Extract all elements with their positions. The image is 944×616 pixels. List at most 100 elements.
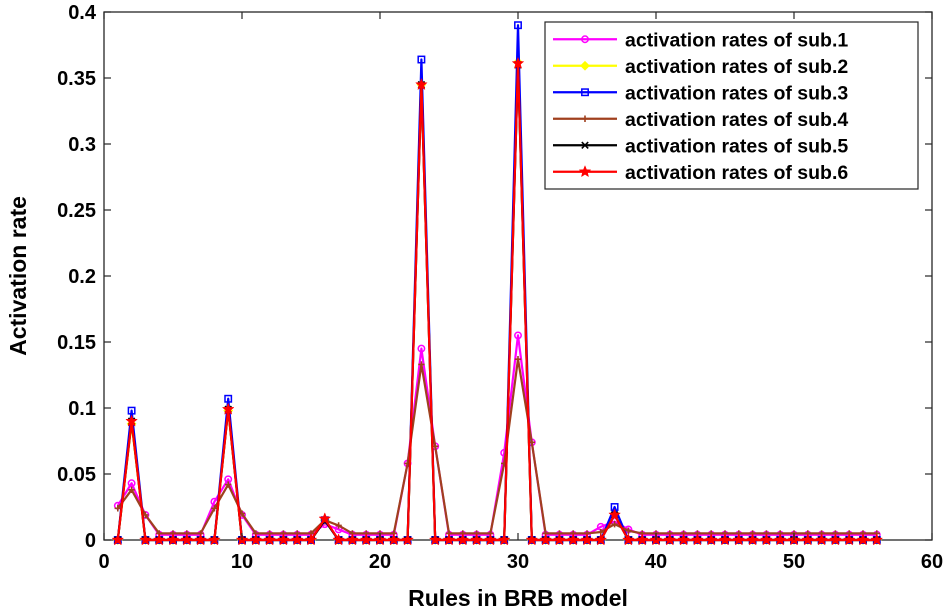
data-point <box>553 533 566 546</box>
data-point <box>125 414 138 427</box>
data-point <box>514 21 522 30</box>
data-point <box>335 522 342 529</box>
data-point <box>304 533 318 546</box>
data-point <box>514 331 522 340</box>
series-layer <box>111 21 884 546</box>
data-point <box>318 512 332 525</box>
data-point <box>428 533 442 546</box>
y-axis-label: Activation rate <box>5 196 31 356</box>
legend-swatch-marker <box>578 165 592 178</box>
data-point <box>539 533 552 546</box>
data-point <box>128 486 135 494</box>
data-point <box>608 508 621 521</box>
data-point <box>514 355 522 363</box>
data-point <box>111 533 125 546</box>
legend-label: activation rates of sub.2 <box>625 56 848 78</box>
data-point <box>211 505 218 512</box>
data-point <box>166 533 180 546</box>
data-point <box>511 56 525 69</box>
legend-swatch-marker <box>581 115 589 122</box>
legend-label: activation rates of sub.6 <box>625 162 848 184</box>
data-point <box>829 533 842 546</box>
x-tick-label: 40 <box>645 551 667 573</box>
data-point <box>815 533 828 546</box>
data-point <box>773 533 787 546</box>
legend-swatch-marker <box>580 60 590 71</box>
data-point <box>622 533 635 546</box>
y-tick-label: 0.05 <box>57 464 96 486</box>
y-tick-label: 0.35 <box>57 68 96 90</box>
data-point <box>732 533 746 546</box>
data-point <box>497 533 511 546</box>
y-tick-label: 0.4 <box>68 2 97 24</box>
data-point <box>225 481 232 488</box>
data-point <box>566 533 580 546</box>
data-point <box>718 533 732 546</box>
data-point <box>415 77 428 91</box>
data-point <box>263 533 276 546</box>
data-point <box>525 533 539 546</box>
data-point <box>208 533 221 546</box>
y-tick-label: 0.3 <box>68 134 96 156</box>
data-point <box>625 527 632 534</box>
y-tick-label: 0.15 <box>57 332 96 354</box>
legend-box <box>544 21 919 190</box>
y-tick-label: 0 <box>85 530 96 552</box>
data-point <box>456 533 470 546</box>
data-point <box>801 533 815 546</box>
data-point <box>359 533 373 546</box>
legend-item: activation rates of sub.4 <box>553 109 848 131</box>
data-point <box>194 533 207 546</box>
series-6 <box>111 56 884 546</box>
legend: activation rates of sub.1 activation rate… <box>544 21 919 190</box>
data-point <box>277 533 290 546</box>
x-axis-label: Rules in BRB model <box>408 585 628 611</box>
legend-item: activation rates of sub.5 <box>553 135 848 157</box>
data-point <box>580 533 594 546</box>
x-tick-label: 60 <box>921 551 943 573</box>
y-tick-label: 0.25 <box>57 200 96 222</box>
legend-label: activation rates of sub.4 <box>625 109 848 131</box>
data-point <box>224 394 233 403</box>
data-point <box>249 533 263 546</box>
data-point <box>180 533 194 546</box>
y-tick-label: 0.2 <box>68 266 96 288</box>
data-point <box>387 533 401 546</box>
data-point <box>856 533 870 546</box>
data-point <box>760 533 773 546</box>
data-point <box>127 406 136 415</box>
data-point <box>417 344 426 353</box>
data-point <box>842 533 856 546</box>
data-point <box>401 533 414 546</box>
data-point <box>870 533 884 546</box>
data-point <box>332 533 345 546</box>
x-tick-label: 50 <box>783 551 805 573</box>
x-tick-label: 0 <box>98 551 109 573</box>
data-point <box>594 533 608 546</box>
legend-swatch-marker <box>581 141 589 150</box>
legend-swatch-marker <box>581 88 589 97</box>
data-point <box>663 533 677 546</box>
x-tick-label: 10 <box>231 551 253 573</box>
data-point <box>417 55 426 64</box>
legend-swatch-marker <box>581 35 589 44</box>
legend-item: activation rates of sub.6 <box>553 162 848 184</box>
data-point <box>152 533 166 546</box>
tick-layer: 0 10 20 30 40 50 60 0 0.05 0.1 0.15 0.2 0.25 0.3 0.35 0… <box>57 2 943 573</box>
y-tick-label: 0.1 <box>68 398 96 420</box>
legend-item: activation rates of sub.2 <box>553 56 848 78</box>
legend-label: activation rates of sub.5 <box>625 135 848 157</box>
data-point <box>470 533 483 546</box>
data-point <box>746 533 759 546</box>
legend-item: activation rates of sub.1 <box>553 29 848 51</box>
data-point <box>691 533 704 546</box>
legend-label: activation rates of sub.3 <box>625 82 848 104</box>
data-point <box>704 533 718 546</box>
data-point <box>418 361 425 368</box>
x-tick-label: 20 <box>369 551 391 573</box>
data-point <box>611 520 618 528</box>
data-point <box>346 533 359 546</box>
data-point <box>221 402 235 415</box>
data-point <box>484 533 497 546</box>
